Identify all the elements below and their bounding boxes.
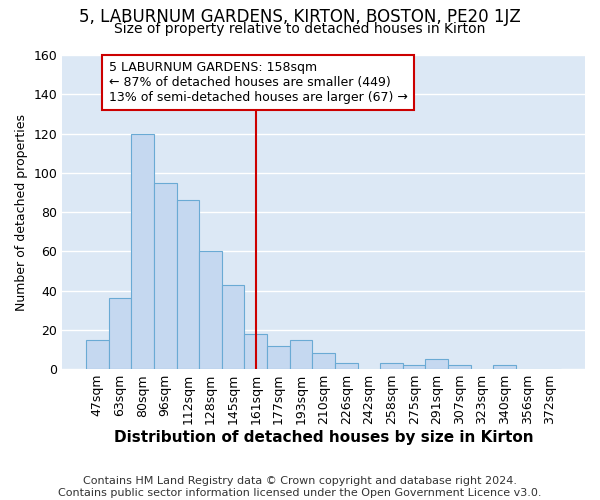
Text: Contains HM Land Registry data © Crown copyright and database right 2024.
Contai: Contains HM Land Registry data © Crown c…: [58, 476, 542, 498]
Bar: [131, 134, 154, 369]
Bar: [86, 340, 109, 369]
Bar: [222, 284, 244, 369]
Bar: [267, 346, 290, 369]
Bar: [199, 252, 222, 369]
Y-axis label: Number of detached properties: Number of detached properties: [15, 114, 28, 310]
Bar: [109, 298, 131, 369]
Text: 5 LABURNUM GARDENS: 158sqm
← 87% of detached houses are smaller (449)
13% of sem: 5 LABURNUM GARDENS: 158sqm ← 87% of deta…: [109, 61, 407, 104]
Bar: [380, 363, 403, 369]
Bar: [290, 340, 313, 369]
X-axis label: Distribution of detached houses by size in Kirton: Distribution of detached houses by size …: [114, 430, 533, 445]
Text: 5, LABURNUM GARDENS, KIRTON, BOSTON, PE20 1JZ: 5, LABURNUM GARDENS, KIRTON, BOSTON, PE2…: [79, 8, 521, 26]
Bar: [313, 354, 335, 369]
Bar: [154, 182, 176, 369]
Bar: [493, 365, 516, 369]
Bar: [448, 365, 471, 369]
Bar: [176, 200, 199, 369]
Bar: [425, 360, 448, 369]
Bar: [335, 363, 358, 369]
Bar: [244, 334, 267, 369]
Text: Size of property relative to detached houses in Kirton: Size of property relative to detached ho…: [115, 22, 485, 36]
Bar: [403, 365, 425, 369]
